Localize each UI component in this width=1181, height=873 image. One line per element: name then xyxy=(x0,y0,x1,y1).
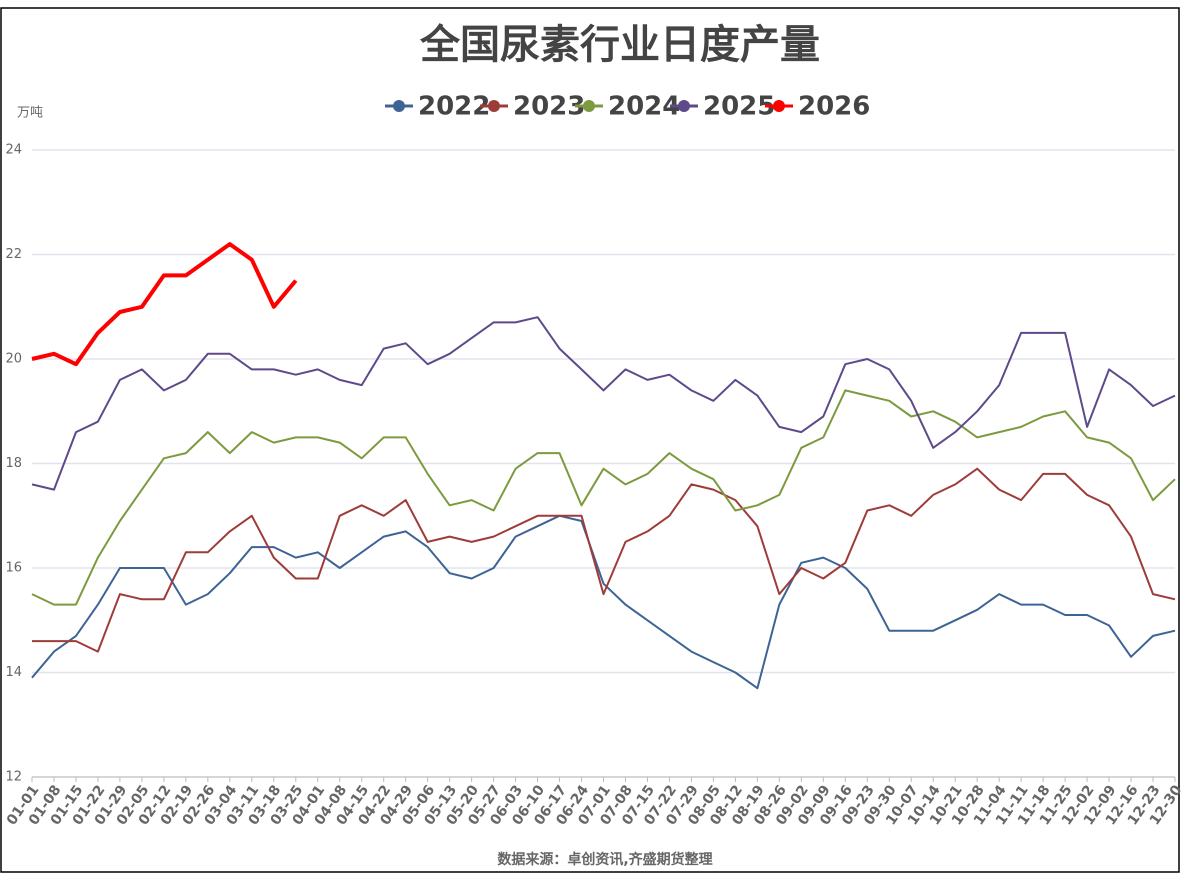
series-line xyxy=(31,514,1176,690)
legend-label: 2024 xyxy=(608,92,680,122)
legend-marker xyxy=(393,100,405,112)
legend-marker xyxy=(488,100,500,112)
source: 数据来源：卓创资讯,齐盛期货整理 xyxy=(497,851,712,868)
legend-marker xyxy=(678,100,690,112)
series-line xyxy=(31,389,1176,606)
y-tick-label: 18 xyxy=(5,456,22,471)
legend-marker xyxy=(773,100,785,112)
legend-marker xyxy=(583,100,595,112)
series-line xyxy=(31,316,1176,491)
y-tick-label: 24 xyxy=(5,143,22,158)
y-tick-label: 16 xyxy=(5,561,22,576)
y-tick-label: 12 xyxy=(5,770,22,785)
y-tick-label: 14 xyxy=(5,665,22,680)
legend-label: 2026 xyxy=(798,92,870,122)
series-line xyxy=(32,467,1176,653)
chart-title: 全国尿素行业日度产量 xyxy=(419,22,820,68)
y-tick-label: 20 xyxy=(5,352,22,367)
legend-label: 2022 xyxy=(418,92,490,122)
legend-label: 2023 xyxy=(513,92,585,122)
y-unit: 万吨 xyxy=(17,106,43,121)
frame xyxy=(0,7,1180,873)
legend-label: 2025 xyxy=(703,92,775,122)
y-tick-label: 22 xyxy=(5,247,22,262)
series-line xyxy=(31,242,298,367)
